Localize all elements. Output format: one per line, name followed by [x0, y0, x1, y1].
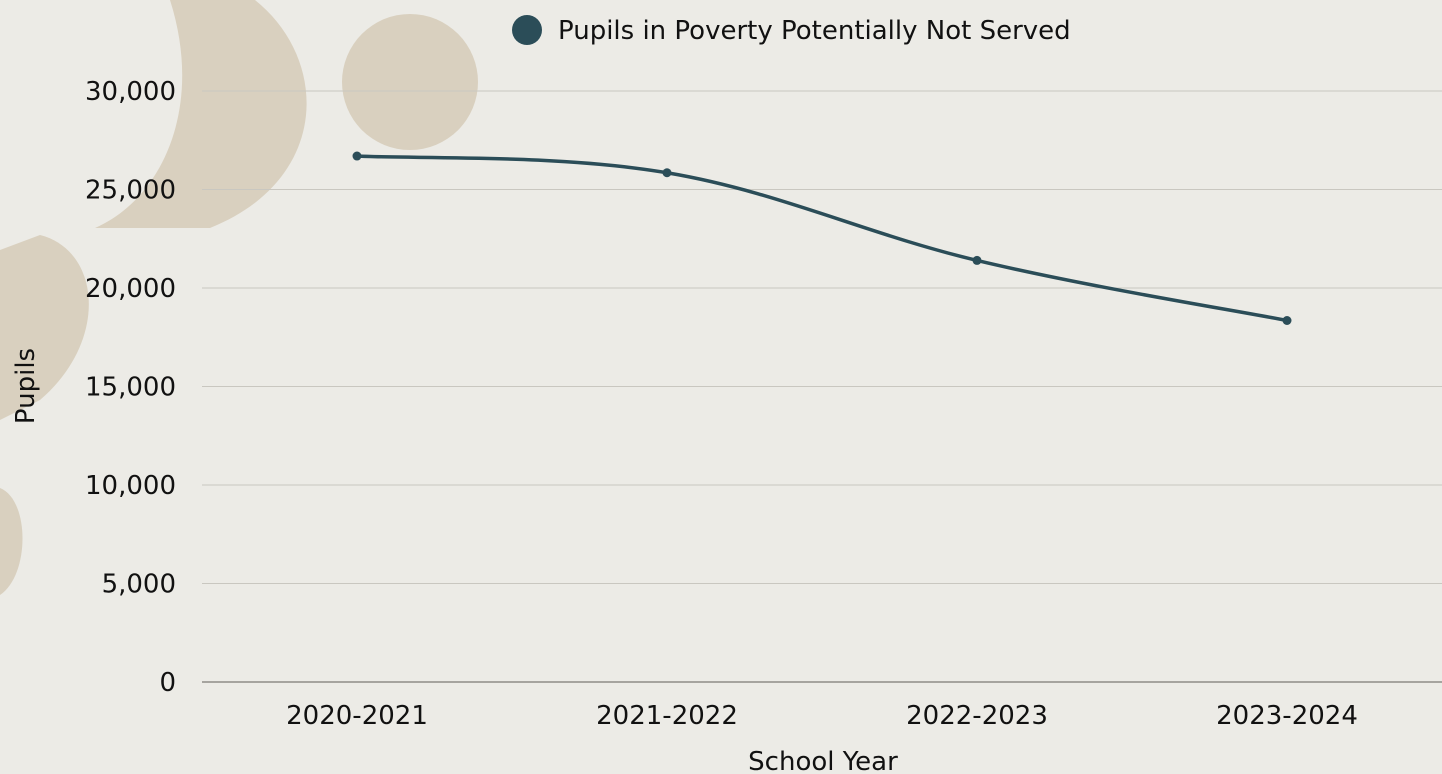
x-tick-label: 2020-2021	[286, 701, 428, 731]
y-axis-ticks: 0 5,000 10,000 15,000 20,000 25,000 30,000	[85, 77, 176, 698]
series-group	[352, 151, 1292, 326]
data-point	[1282, 316, 1292, 326]
data-point	[972, 255, 982, 265]
decor-left-bottom-shape	[0, 488, 23, 595]
x-tick-label: 2023-2024	[1216, 701, 1358, 731]
y-tick-label: 20,000	[85, 274, 176, 304]
legend-marker	[512, 15, 542, 45]
legend-label: Pupils in Poverty Potentially Not Served	[558, 16, 1071, 46]
y-tick-label: 10,000	[85, 471, 176, 501]
series-line	[355, 154, 1289, 323]
decor-crescent-shape	[95, 0, 307, 228]
x-tick-label: 2021-2022	[596, 701, 738, 731]
y-tick-label: 0	[159, 668, 176, 698]
y-axis-title: Pupils	[11, 348, 41, 424]
y-tick-label: 30,000	[85, 77, 176, 107]
decor-circle-shape	[342, 14, 478, 150]
data-point	[352, 151, 362, 161]
background-decoration	[0, 0, 478, 595]
y-tick-label: 15,000	[85, 373, 176, 403]
x-axis-ticks: 2020-2021 2021-2022 2022-2023 2023-2024	[286, 701, 1358, 731]
decor-left-arc-shape	[0, 235, 89, 420]
data-point	[662, 168, 672, 178]
legend: Pupils in Poverty Potentially Not Served	[512, 15, 1071, 46]
y-tick-label: 5,000	[102, 570, 176, 600]
gridlines	[202, 90, 1442, 683]
y-tick-label: 25,000	[85, 176, 176, 206]
x-tick-label: 2022-2023	[906, 701, 1048, 731]
x-axis-title: School Year	[748, 747, 898, 774]
